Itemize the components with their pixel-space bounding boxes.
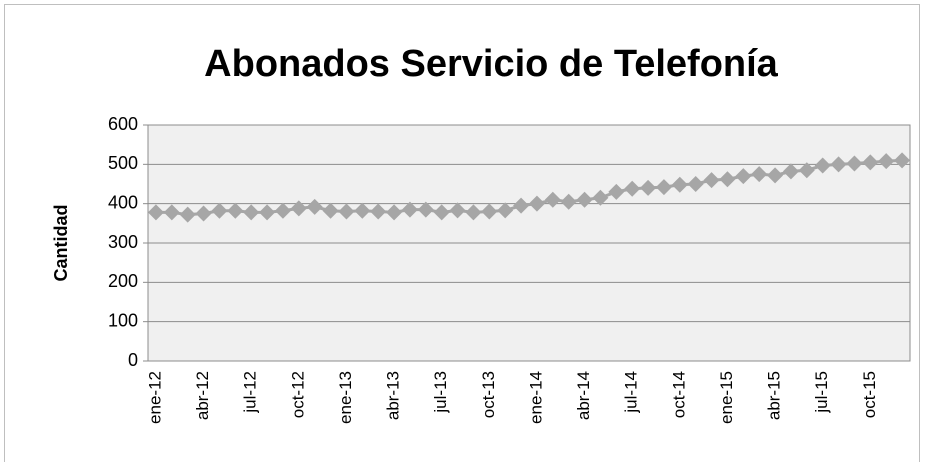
y-tick-label: 0 bbox=[128, 350, 138, 370]
data-point bbox=[862, 154, 879, 171]
data-point bbox=[227, 202, 244, 219]
data-point bbox=[576, 191, 593, 208]
data-point bbox=[354, 202, 371, 219]
data-point bbox=[417, 201, 434, 218]
data-point bbox=[465, 204, 482, 221]
chart-title: Abonados Servicio de Telefonía bbox=[204, 43, 779, 85]
data-point bbox=[624, 180, 641, 197]
x-tick-label: ene-13 bbox=[336, 371, 355, 424]
data-point bbox=[163, 204, 180, 221]
x-tick-label: abr-14 bbox=[574, 371, 593, 420]
data-point bbox=[497, 202, 514, 219]
data-point bbox=[798, 162, 815, 179]
data-point bbox=[814, 157, 831, 174]
x-tick-label: oct-13 bbox=[479, 371, 498, 418]
x-tick-label: abr-13 bbox=[384, 371, 403, 420]
data-point bbox=[386, 204, 403, 221]
data-point bbox=[513, 197, 530, 214]
data-point bbox=[846, 155, 863, 172]
data-point bbox=[687, 176, 704, 192]
data-point bbox=[608, 183, 625, 200]
x-tick-label: oct-12 bbox=[288, 371, 307, 418]
y-axis-label: Cantidad bbox=[51, 204, 71, 281]
x-tick-label: abr-15 bbox=[765, 371, 784, 420]
x-tick-label: oct-15 bbox=[860, 371, 879, 418]
data-point bbox=[751, 166, 768, 183]
y-tick-label: 600 bbox=[108, 114, 138, 134]
x-tick-label: jul-14 bbox=[622, 371, 641, 414]
data-point bbox=[195, 205, 212, 222]
y-tick-label: 400 bbox=[108, 192, 138, 212]
data-point bbox=[274, 202, 291, 219]
data-point bbox=[894, 152, 911, 169]
data-point bbox=[338, 203, 355, 220]
data-point bbox=[179, 206, 196, 223]
data-point bbox=[401, 201, 418, 218]
data-point bbox=[735, 168, 752, 185]
data-point bbox=[640, 179, 657, 196]
data-point bbox=[544, 191, 561, 208]
data-point bbox=[481, 203, 498, 220]
y-tick-label: 300 bbox=[108, 232, 138, 252]
x-tick-label: oct-14 bbox=[669, 371, 688, 418]
data-point bbox=[655, 179, 672, 196]
y-tick-label: 500 bbox=[108, 153, 138, 173]
data-point bbox=[433, 204, 450, 221]
x-tick-label: jul-13 bbox=[431, 371, 450, 414]
x-tick-label: ene-15 bbox=[717, 371, 736, 424]
data-point bbox=[878, 153, 895, 170]
x-tick-label: abr-12 bbox=[193, 371, 212, 420]
x-tick-label: jul-15 bbox=[812, 371, 831, 414]
data-point bbox=[767, 167, 784, 184]
data-point bbox=[259, 204, 276, 221]
data-point bbox=[830, 156, 847, 173]
y-tick-label: 200 bbox=[108, 271, 138, 291]
data-point bbox=[592, 189, 609, 206]
data-point bbox=[671, 176, 688, 193]
data-point bbox=[528, 195, 545, 212]
data-point bbox=[290, 200, 307, 217]
x-tick-label: jul-12 bbox=[241, 371, 260, 414]
data-point bbox=[719, 171, 736, 188]
data-point bbox=[370, 203, 387, 220]
data-point bbox=[782, 163, 799, 180]
y-tick-label: 100 bbox=[108, 310, 138, 330]
x-tick-label: ene-14 bbox=[526, 371, 545, 424]
data-point bbox=[243, 204, 260, 221]
data-point bbox=[703, 172, 720, 189]
data-point bbox=[147, 204, 164, 221]
x-tick-label: ene-12 bbox=[145, 371, 164, 424]
data-point bbox=[449, 202, 466, 219]
data-point bbox=[560, 193, 577, 210]
data-point bbox=[322, 202, 339, 219]
data-point bbox=[211, 202, 228, 219]
data-point bbox=[306, 198, 323, 215]
